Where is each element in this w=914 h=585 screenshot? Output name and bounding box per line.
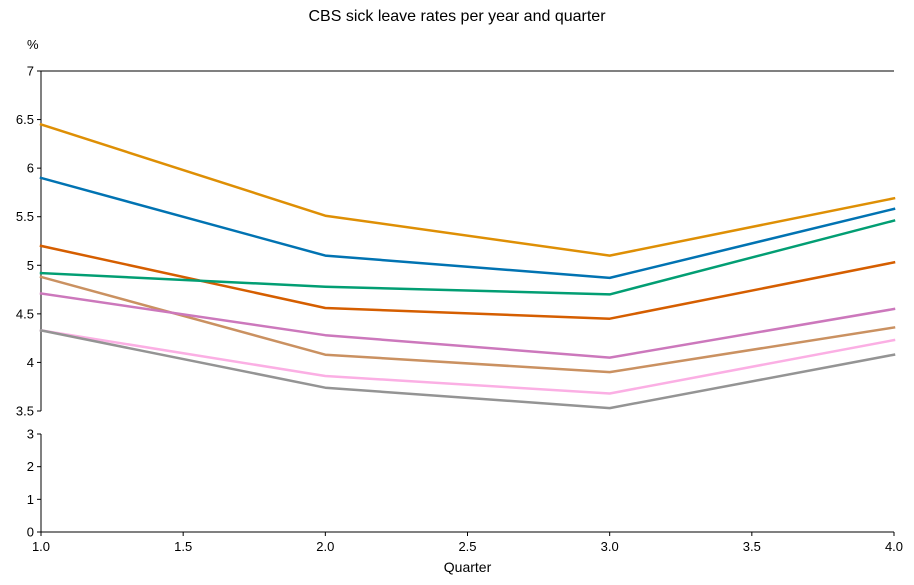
series-line-5 — [39, 275, 896, 374]
series-line-3 — [39, 244, 896, 320]
x-tick-label: 3.0 — [601, 539, 619, 554]
y-upper-tick-label: 6.5 — [16, 112, 34, 127]
x-tick-label: 4.0 — [885, 539, 903, 554]
y-upper-tick-label: 5.5 — [16, 209, 34, 224]
series-line-1 — [39, 122, 896, 257]
x-tick-label: 1.5 — [174, 539, 192, 554]
chart-title: CBS sick leave rates per year and quarte… — [308, 8, 606, 25]
y-upper-tick-label: 4 — [27, 355, 34, 370]
y-axis-unit-label: % — [27, 37, 39, 52]
y-upper-tick-label: 6 — [27, 161, 34, 176]
series-line-7 — [39, 328, 896, 395]
series-layer — [39, 122, 896, 410]
series-line-6 — [39, 292, 896, 359]
x-tick-label: 1.0 — [32, 539, 50, 554]
y-upper-tick-label: 5 — [27, 258, 34, 273]
y-lower-tick-label: 2 — [27, 459, 34, 474]
series-line-2 — [39, 176, 896, 280]
y-lower-tick-label: 0 — [27, 525, 34, 540]
x-axis-label: Quarter — [443, 559, 492, 575]
series-line-4 — [39, 219, 896, 296]
y-upper-tick-label: 3.5 — [16, 404, 34, 419]
y-lower-tick-label: 3 — [27, 427, 34, 442]
y-lower-tick-label: 1 — [27, 492, 34, 507]
x-tick-label: 2.0 — [316, 539, 334, 554]
axes: 3.5 4 4.5 5 5.5 6 6.5 7 0 1 2 3 1.0 1.5 2.0 2.5 3.0 3.5 4.… — [16, 64, 903, 555]
x-tick-label: 3.5 — [743, 539, 761, 554]
x-tick-label: 2.5 — [458, 539, 476, 554]
y-upper-tick-label: 4.5 — [16, 306, 34, 321]
y-upper-tick-label: 7 — [27, 64, 34, 79]
series-line-8 — [39, 328, 896, 410]
